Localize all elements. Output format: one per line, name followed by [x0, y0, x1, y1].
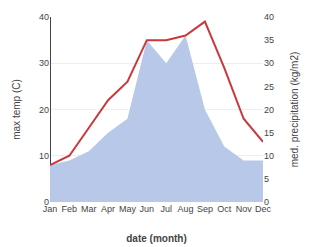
svg-text:max temp (C): max temp (C) — [11, 79, 22, 140]
svg-text:Aug: Aug — [178, 204, 194, 214]
svg-text:Dec: Dec — [255, 204, 272, 214]
svg-text:Oct: Oct — [217, 204, 232, 214]
svg-text:Mar: Mar — [81, 204, 97, 214]
svg-text:35: 35 — [264, 35, 274, 45]
svg-text:20: 20 — [264, 105, 274, 115]
svg-text:Sep: Sep — [197, 204, 213, 214]
svg-text:30: 30 — [39, 58, 49, 68]
svg-text:Jun: Jun — [140, 204, 155, 214]
svg-text:10: 10 — [39, 151, 49, 161]
svg-text:May: May — [119, 204, 137, 214]
svg-text:Jan: Jan — [43, 204, 58, 214]
svg-text:25: 25 — [264, 82, 274, 92]
svg-text:10: 10 — [264, 151, 274, 161]
svg-text:Nov: Nov — [236, 204, 253, 214]
svg-text:Feb: Feb — [62, 204, 78, 214]
svg-text:0: 0 — [264, 197, 269, 207]
svg-text:Jul: Jul — [160, 204, 172, 214]
svg-text:40: 40 — [39, 12, 49, 22]
svg-text:med. precipitation (kg/m2): med. precipitation (kg/m2) — [289, 52, 300, 168]
svg-text:15: 15 — [264, 128, 274, 138]
svg-text:0: 0 — [44, 197, 49, 207]
svg-text:5: 5 — [264, 174, 269, 184]
svg-text:date (month): date (month) — [126, 233, 187, 244]
svg-text:30: 30 — [264, 58, 274, 68]
svg-text:20: 20 — [39, 105, 49, 115]
svg-text:40: 40 — [264, 12, 274, 22]
svg-text:Apr: Apr — [101, 204, 115, 214]
